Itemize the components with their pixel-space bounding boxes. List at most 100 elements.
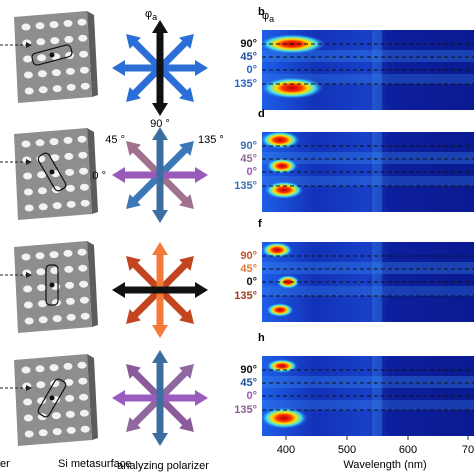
pillar xyxy=(66,200,76,208)
pillar xyxy=(66,313,76,321)
pillar xyxy=(66,426,76,434)
pillar xyxy=(52,85,62,93)
x-axis-label: Wavelength (nm) xyxy=(343,459,426,471)
arrow-head xyxy=(126,309,141,324)
caption: analyzing polarizer xyxy=(117,460,209,472)
pillar xyxy=(24,430,34,438)
pillar xyxy=(65,394,75,402)
beam-head xyxy=(26,42,32,48)
unit-cell-dot xyxy=(49,395,55,401)
pillar xyxy=(35,139,45,147)
pillar xyxy=(77,361,87,369)
pillar xyxy=(63,362,73,370)
caption: Si metasurface xyxy=(58,458,131,470)
pillar xyxy=(35,22,45,30)
arrow-head xyxy=(126,417,141,432)
x-tick-label: 600 xyxy=(399,444,417,456)
arrow-head xyxy=(195,282,208,298)
row-label: 135° xyxy=(234,78,257,90)
unit-cell-dot xyxy=(49,282,55,288)
arrow-head xyxy=(126,194,141,209)
arrow-head xyxy=(126,34,141,49)
panel-symbol: φa xyxy=(262,10,274,24)
tile-side xyxy=(87,11,98,97)
pillar xyxy=(23,398,33,406)
pillar xyxy=(79,393,89,401)
beam-head xyxy=(26,272,32,278)
row-label: 45° xyxy=(240,51,257,63)
row-label: 90° xyxy=(240,250,257,262)
x-tick-label: 400 xyxy=(277,444,295,456)
pillar xyxy=(52,202,62,210)
band xyxy=(262,50,474,62)
pillar xyxy=(24,317,34,325)
pillar xyxy=(37,187,47,195)
pillar xyxy=(21,23,31,31)
polarizer-angle-label: 0 ° xyxy=(92,170,106,182)
row-label: 90° xyxy=(240,140,257,152)
pillar xyxy=(80,199,90,207)
arrow-head xyxy=(152,433,168,446)
unit-cell-outline xyxy=(31,44,73,66)
arrow-head xyxy=(152,242,168,255)
pillar xyxy=(35,365,45,373)
unit-cell-outline xyxy=(45,264,59,306)
pillar xyxy=(52,428,62,436)
arrow-head xyxy=(195,390,208,406)
pillar xyxy=(77,248,87,256)
band xyxy=(262,286,474,296)
pillar xyxy=(65,410,75,418)
pillar xyxy=(77,18,87,26)
arrow-head xyxy=(179,256,194,271)
unit-cell-outline xyxy=(37,152,67,192)
hot-spot xyxy=(262,132,300,149)
pillar xyxy=(49,364,59,372)
hot-spot xyxy=(262,242,293,258)
pillar xyxy=(24,204,34,212)
polarizer-angle-label: 90 ° xyxy=(150,118,170,130)
pillar xyxy=(79,296,89,304)
pillar xyxy=(63,249,73,257)
panel-letter: d xyxy=(258,108,265,120)
pillar xyxy=(65,184,75,192)
subscript: a xyxy=(152,12,157,22)
pillar xyxy=(66,83,76,91)
pillar xyxy=(78,34,88,42)
pillar xyxy=(24,87,34,95)
polarizer-arrow xyxy=(152,127,168,223)
pillar xyxy=(37,413,47,421)
arrow-head xyxy=(195,167,208,183)
symbol: φ xyxy=(262,10,269,22)
pillar xyxy=(50,37,60,45)
pillar xyxy=(79,50,89,58)
arrow-head xyxy=(152,127,168,140)
tile-side xyxy=(87,354,98,440)
subscript: a xyxy=(269,14,274,24)
pillar xyxy=(38,86,48,94)
pillar xyxy=(77,135,87,143)
row-label: 45° xyxy=(240,377,257,389)
arrow-head xyxy=(179,194,194,209)
arrow-head xyxy=(179,87,194,102)
pillar xyxy=(35,252,45,260)
pillar xyxy=(80,82,90,90)
polarizer-arrow xyxy=(152,350,168,446)
hot-spot xyxy=(266,158,298,174)
pillar xyxy=(51,299,61,307)
pillar xyxy=(65,67,75,75)
band xyxy=(262,74,474,84)
row-label: 0° xyxy=(246,276,257,288)
arrow-head xyxy=(179,417,194,432)
pillar xyxy=(21,253,31,261)
hot-spot xyxy=(264,181,304,199)
pillar xyxy=(37,300,47,308)
pillar xyxy=(36,381,46,389)
row-label: 90° xyxy=(240,364,257,376)
pillar xyxy=(21,140,31,148)
pillar xyxy=(36,155,46,163)
arrow-head xyxy=(152,350,168,363)
pillar xyxy=(64,265,74,273)
unit-cell-outline xyxy=(37,378,67,418)
